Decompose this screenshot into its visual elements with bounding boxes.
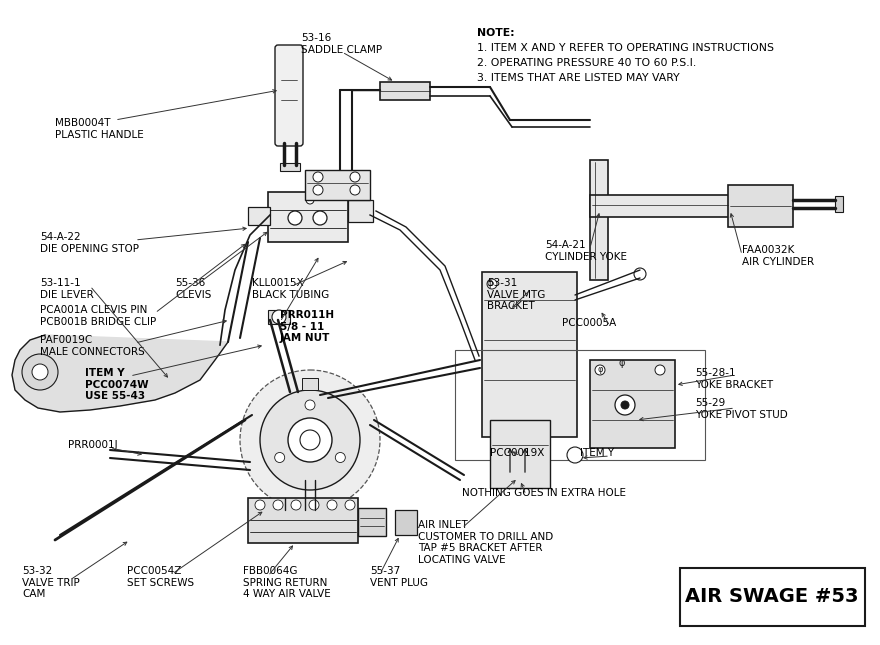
Circle shape	[595, 365, 605, 375]
Circle shape	[327, 500, 337, 510]
Circle shape	[345, 500, 355, 510]
Circle shape	[487, 279, 497, 289]
Circle shape	[300, 430, 320, 450]
Circle shape	[305, 400, 315, 410]
Text: 53-31
VALVE MTG
BRACKET: 53-31 VALVE MTG BRACKET	[487, 278, 546, 311]
Circle shape	[313, 172, 323, 182]
Circle shape	[350, 185, 360, 195]
Text: 2. OPERATING PRESSURE 40 TO 60 P.S.I.: 2. OPERATING PRESSURE 40 TO 60 P.S.I.	[477, 58, 696, 68]
Circle shape	[313, 185, 323, 195]
Text: ITEM Y: ITEM Y	[580, 448, 614, 458]
Text: NOTHING GOES IN EXTRA HOLE: NOTHING GOES IN EXTRA HOLE	[462, 488, 626, 498]
Bar	[380, 82, 430, 100]
Circle shape	[615, 395, 635, 415]
Circle shape	[309, 500, 319, 510]
Text: 55-28-1
YOKE BRACKET: 55-28-1 YOKE BRACKET	[695, 368, 774, 390]
Bar	[455, 350, 705, 460]
Bar	[280, 163, 300, 171]
Text: 55-37
VENT PLUG: 55-37 VENT PLUG	[370, 566, 428, 588]
Circle shape	[306, 196, 314, 204]
Text: 53-16
SADDLE CLAMP: 53-16 SADDLE CLAMP	[302, 33, 383, 55]
Text: PCC0054Z
SET SCREWS: PCC0054Z SET SCREWS	[127, 566, 194, 588]
Bar	[268, 192, 348, 242]
Circle shape	[288, 418, 332, 462]
Text: 55-29
YOKE PIVOT STUD: 55-29 YOKE PIVOT STUD	[695, 398, 788, 420]
Text: PCA001A CLEVIS PIN
PCB001B BRIDGE CLIP: PCA001A CLEVIS PIN PCB001B BRIDGE CLIP	[40, 305, 157, 326]
Text: 1. ITEM X AND Y REFER TO OPERATING INSTRUCTIONS: 1. ITEM X AND Y REFER TO OPERATING INSTR…	[477, 43, 774, 53]
Bar	[348, 200, 373, 222]
Bar	[490, 420, 550, 488]
Text: 55-36
CLEVIS: 55-36 CLEVIS	[175, 278, 211, 299]
Circle shape	[335, 453, 345, 462]
Circle shape	[291, 500, 301, 510]
Text: 3. ITEMS THAT ARE LISTED MAY VARY: 3. ITEMS THAT ARE LISTED MAY VARY	[477, 73, 679, 83]
Text: KLL0015X
BLACK TUBING: KLL0015X BLACK TUBING	[252, 278, 329, 299]
Circle shape	[655, 365, 665, 375]
Bar	[835, 196, 843, 212]
Text: FAA0032K
AIR CYLINDER: FAA0032K AIR CYLINDER	[742, 245, 814, 266]
Text: PCC0019X: PCC0019X	[490, 448, 545, 458]
Circle shape	[621, 401, 629, 409]
Circle shape	[272, 310, 286, 324]
Bar	[302, 378, 318, 390]
Text: PRR0001J: PRR0001J	[68, 440, 118, 450]
Circle shape	[288, 211, 302, 225]
Circle shape	[567, 447, 583, 463]
Circle shape	[260, 390, 360, 490]
Text: MBB0004T
PLASTIC HANDLE: MBB0004T PLASTIC HANDLE	[55, 118, 143, 139]
Text: 54-A-22
DIE OPENING STOP: 54-A-22 DIE OPENING STOP	[40, 232, 139, 253]
Text: NOTE:: NOTE:	[477, 28, 515, 38]
Text: φ: φ	[487, 278, 494, 288]
Bar	[395, 510, 417, 535]
Text: AIR INLET
CUSTOMER TO DRILL AND
TAP #5 BRACKET AFTER
LOCATING VALVE: AIR INLET CUSTOMER TO DRILL AND TAP #5 B…	[418, 520, 554, 565]
Text: ITEM Y
PCC0074W
USE 55-43: ITEM Y PCC0074W USE 55-43	[85, 368, 149, 401]
Text: 53-11-1
DIE LEVER: 53-11-1 DIE LEVER	[40, 278, 94, 299]
Bar	[482, 272, 577, 437]
Circle shape	[22, 354, 58, 390]
Bar	[590, 360, 675, 448]
Circle shape	[273, 500, 283, 510]
Circle shape	[32, 364, 48, 380]
Circle shape	[350, 172, 360, 182]
Bar	[305, 170, 370, 200]
Bar	[680, 568, 865, 626]
Text: φ: φ	[619, 358, 626, 368]
Bar	[268, 310, 290, 324]
Circle shape	[275, 453, 285, 462]
Circle shape	[634, 268, 646, 280]
Bar	[248, 498, 358, 543]
Circle shape	[240, 370, 380, 510]
Text: PCC0005A: PCC0005A	[562, 318, 616, 328]
Text: 54-A-21
CYLINDER YOKE: 54-A-21 CYLINDER YOKE	[545, 240, 627, 262]
Bar	[358, 508, 386, 536]
FancyBboxPatch shape	[275, 45, 303, 146]
Text: FBB0064G
SPRING RETURN
4 WAY AIR VALVE: FBB0064G SPRING RETURN 4 WAY AIR VALVE	[243, 566, 331, 599]
Circle shape	[313, 211, 327, 225]
Bar	[248, 207, 270, 225]
Bar	[728, 185, 793, 227]
Text: 53-32
VALVE TRIP
CAM: 53-32 VALVE TRIP CAM	[22, 566, 80, 599]
Text: AIR SWAGE #53: AIR SWAGE #53	[686, 588, 859, 606]
Bar	[590, 195, 730, 217]
Bar	[590, 160, 608, 280]
Text: PAF0019C
MALE CONNECTORS: PAF0019C MALE CONNECTORS	[40, 335, 144, 357]
Circle shape	[255, 500, 265, 510]
Text: φ: φ	[598, 364, 603, 373]
Polygon shape	[12, 335, 228, 412]
Text: PRR011H
5/8 - 11
JAM NUT: PRR011H 5/8 - 11 JAM NUT	[280, 310, 334, 343]
